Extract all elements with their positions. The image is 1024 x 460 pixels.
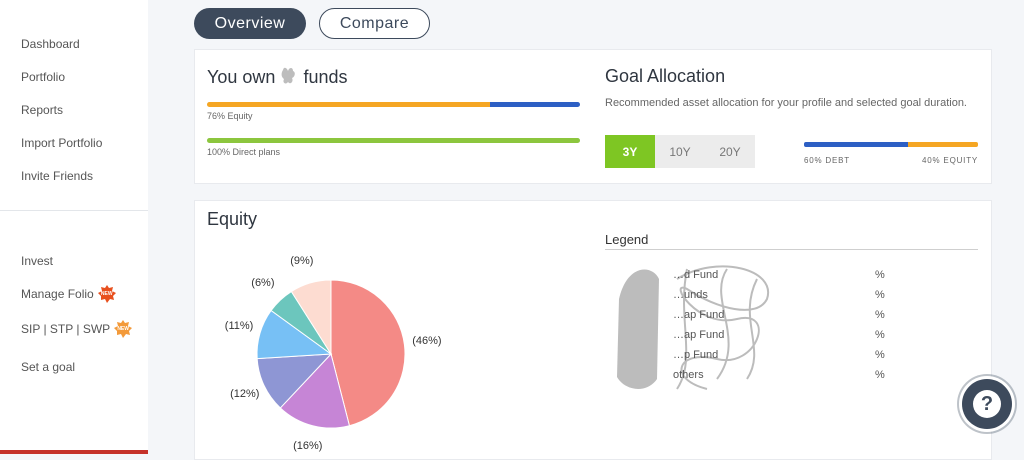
legend-item-name: …d Fund	[673, 269, 719, 281]
direct-plans-label: 100% Direct plans	[207, 147, 281, 157]
legend-item-percent: %	[875, 289, 885, 301]
direct-plans-bar	[207, 138, 580, 143]
question-mark-icon: ?	[973, 390, 1001, 418]
pie-slice-label: (11%)	[224, 320, 254, 333]
equity-segment	[908, 142, 978, 147]
equity-label: 76% Equity	[207, 111, 253, 121]
title-prefix: You own	[207, 67, 276, 87]
legend-item-percent: %	[875, 309, 885, 321]
equity-title: Equity	[207, 209, 258, 229]
pie-slice[interactable]	[290, 279, 332, 356]
title-suffix: funds	[303, 67, 348, 87]
equity-pie-chart	[256, 279, 406, 429]
legend-item-percent: %	[875, 269, 885, 281]
legend-item-percent: %	[875, 329, 885, 341]
bottom-strip	[0, 450, 148, 454]
sidebar-item-label: Dashboard	[21, 37, 80, 51]
sidebar-item-manage-folio[interactable]: Manage Folio NEW	[21, 285, 117, 303]
duration-toggle: 3Y 10Y 20Y	[605, 135, 755, 168]
new-badge: NEW	[113, 320, 133, 338]
debt-label: 60% DEBT	[804, 156, 850, 165]
legend-title: Legend	[605, 232, 649, 247]
sidebar-item-sip-stp-swp[interactable]: SIP | STP | SWP NEW	[21, 320, 133, 338]
tab-overview[interactable]: Overview	[194, 8, 306, 39]
pie-slice-label: (9%)	[290, 254, 314, 267]
pie-slice[interactable]	[279, 352, 351, 429]
sidebar-item-import-portfolio[interactable]: Import Portfolio	[21, 136, 102, 150]
debt-segment	[804, 142, 909, 147]
sidebar-item-reports[interactable]: Reports	[21, 103, 63, 117]
tab-compare[interactable]: Compare	[319, 8, 430, 39]
summary-card: You own funds 76% Equity 100% Direct pla…	[194, 49, 992, 184]
equity-bar-rest	[490, 102, 580, 107]
pie-slice-label: (16%)	[293, 439, 323, 452]
legend-item-name: …p Fund	[673, 349, 719, 361]
sidebar-item-label: Invest	[21, 254, 54, 268]
sidebar-item-invest[interactable]: Invest	[21, 254, 53, 268]
redacted-count	[280, 66, 298, 86]
sidebar: Dashboard Portfolio Reports Import Portf…	[0, 0, 148, 454]
help-button[interactable]: ?	[962, 379, 1012, 429]
sidebar-divider	[0, 210, 148, 211]
legend-item-name: …ap Fund	[673, 309, 725, 321]
legend-item-name: …unds	[673, 289, 708, 301]
legend-item-name: …ap Fund	[673, 329, 725, 341]
legend-divider	[605, 249, 978, 250]
new-badge: NEW	[97, 285, 117, 303]
legend-item-percent: %	[875, 369, 885, 381]
sidebar-item-label: Portfolio	[21, 70, 66, 84]
redacted-scribble	[617, 265, 770, 390]
funds-owned-title: You own funds	[207, 66, 347, 88]
sidebar-item-label: Set a goal	[21, 360, 76, 374]
pie-slice-label: (46%)	[412, 334, 442, 347]
pie-slice-label: (12%)	[230, 387, 260, 400]
goal-allocation-title: Goal Allocation	[605, 66, 726, 86]
pie-slice-label: (6%)	[251, 277, 275, 290]
sidebar-item-label: Invite Friends	[21, 169, 94, 183]
sidebar-item-invite-friends[interactable]: Invite Friends	[21, 169, 93, 183]
duration-20y-button[interactable]: 20Y	[705, 135, 755, 168]
sidebar-item-label: Reports	[21, 103, 64, 117]
legend-item-name: others	[673, 369, 704, 381]
equity-bar-fill	[207, 102, 491, 107]
equity-card: Equity (46%) (16%) (12%) (11%) (6%) (9%) Lege…	[194, 200, 992, 460]
pie-slice[interactable]	[330, 279, 406, 427]
sidebar-item-set-a-goal[interactable]: Set a goal	[21, 360, 75, 374]
equity-allocation-label: 40% EQUITY	[922, 156, 979, 165]
sidebar-item-portfolio[interactable]: Portfolio	[21, 70, 65, 84]
goal-allocation-bar	[804, 142, 978, 147]
goal-allocation-description: Recommended asset allocation for your pr…	[605, 97, 967, 109]
direct-plans-bar-fill	[207, 138, 580, 143]
sidebar-item-label: Manage Folio	[21, 287, 94, 301]
equity-bar	[207, 102, 580, 107]
duration-10y-button[interactable]: 10Y	[655, 135, 705, 168]
legend-item-percent: %	[875, 349, 885, 361]
sidebar-item-dashboard[interactable]: Dashboard	[21, 37, 80, 51]
duration-3y-button[interactable]: 3Y	[605, 135, 655, 168]
sidebar-item-label: Import Portfolio	[21, 136, 103, 150]
sidebar-item-label: SIP | STP | SWP	[21, 322, 111, 336]
